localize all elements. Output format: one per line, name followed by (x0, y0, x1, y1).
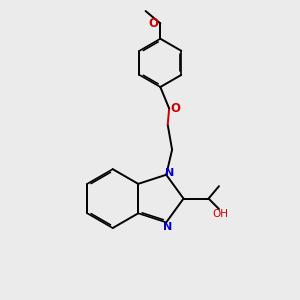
Text: N: N (163, 222, 172, 232)
Text: OH: OH (212, 209, 228, 219)
Text: O: O (171, 102, 181, 115)
Text: O: O (149, 17, 159, 30)
Text: N: N (165, 168, 174, 178)
